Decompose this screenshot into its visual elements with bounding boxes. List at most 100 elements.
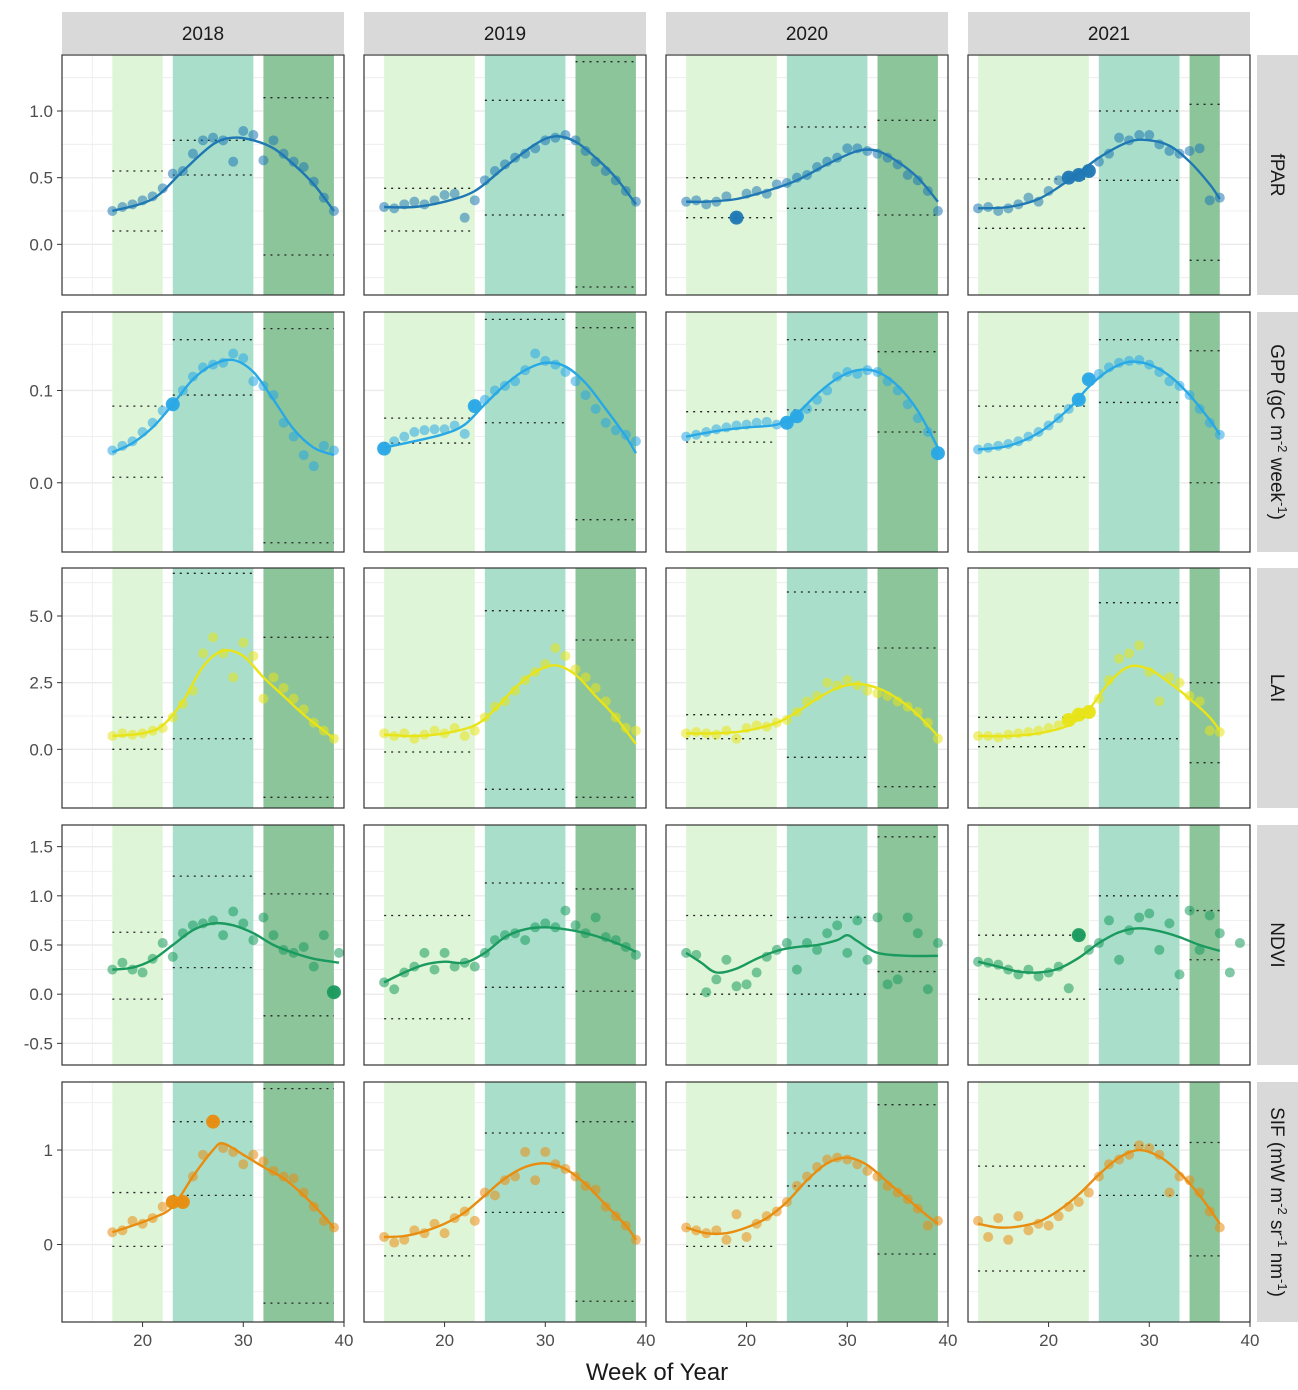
data-point: [328, 445, 339, 456]
panel-content: [62, 1082, 344, 1322]
panel-sif-2018: [61, 1081, 345, 1323]
trend-line: [686, 682, 939, 737]
data-point: [580, 1180, 591, 1191]
data-point: [862, 146, 873, 156]
panel-content: [666, 568, 948, 808]
data-point: [872, 688, 883, 699]
variable-strip-label-gpp: GPP (gC m-2 week-1): [1266, 344, 1291, 520]
year-strip-label-2019: 2019: [484, 24, 526, 45]
data-point: [228, 672, 239, 683]
y-tick-label: 0.1: [29, 381, 53, 400]
stage-band-2: [484, 568, 566, 808]
y-tick-label: 5.0: [29, 607, 53, 626]
data-point: [409, 196, 420, 207]
strip-label-part: -1: [1276, 502, 1291, 514]
panel-border: [61, 824, 345, 1066]
data-point: [530, 348, 541, 359]
data-point: [1234, 938, 1245, 949]
stage-band-1: [384, 825, 475, 1065]
data-point: [333, 947, 344, 958]
panel-gpp-2021: [967, 311, 1251, 553]
data-point: [1023, 1225, 1034, 1236]
x-tick-label: 20: [435, 1331, 454, 1350]
data-point: [1194, 1187, 1205, 1198]
data-point: [228, 906, 239, 917]
stage-band-1: [686, 312, 777, 552]
data-point: [1184, 146, 1195, 156]
data-point: [107, 1227, 118, 1238]
data-point: [993, 440, 1004, 451]
panel-border: [61, 311, 345, 553]
panel-fpar-2019: [363, 54, 647, 296]
data-point: [288, 693, 299, 704]
panel-border: [61, 567, 345, 809]
panel-fpar-2018: [61, 54, 345, 296]
data-point: [560, 905, 571, 916]
data-point: [912, 707, 923, 717]
panel-content: [666, 55, 948, 295]
panel-ndvi-2018: [61, 824, 345, 1066]
panel-border: [967, 54, 1251, 296]
data-point: [469, 725, 480, 736]
data-point: [429, 725, 440, 736]
data-point: [238, 1159, 249, 1170]
panel-lai-2018: [61, 567, 345, 809]
panel-ndvi-2020: [665, 824, 949, 1066]
data-point: [892, 974, 903, 985]
data-point: [520, 1146, 531, 1157]
stage-band-3: [877, 825, 938, 1065]
panel-content: [968, 1082, 1250, 1322]
panel-border: [363, 311, 647, 553]
panel-ndvi-2021: [967, 824, 1251, 1066]
data-point: [238, 918, 249, 929]
year-strip-label-2018: 2018: [182, 24, 224, 45]
data-point: [540, 1146, 551, 1157]
x-tick-label: 40: [335, 1331, 354, 1350]
trend-line: [112, 136, 335, 213]
x-tick-label: 40: [1241, 1331, 1260, 1350]
data-point: [983, 1231, 994, 1242]
stage-band-1: [686, 825, 777, 1065]
panel-border: [363, 54, 647, 296]
data-point: [1164, 1187, 1175, 1198]
data-point: [107, 206, 118, 216]
data-point: [459, 212, 470, 223]
data-point: [298, 162, 309, 172]
trend-line: [384, 135, 637, 209]
data-point: [389, 1237, 400, 1248]
x-tick-label: 40: [637, 1331, 656, 1350]
data-point: [912, 175, 923, 186]
data-point: [1114, 653, 1125, 664]
data-point: [439, 947, 450, 958]
trend-line: [383, 926, 637, 984]
data-point: [318, 930, 329, 941]
stage-band-1: [978, 825, 1089, 1065]
trend-line: [977, 360, 1221, 451]
data-point: [1184, 905, 1195, 916]
y-tick-label: 1.0: [29, 102, 53, 121]
stage-band-3: [1189, 55, 1220, 295]
data-point: [731, 733, 742, 744]
data-point: [1144, 908, 1155, 919]
stage-band-3: [575, 568, 636, 808]
data-point: [278, 148, 289, 159]
data-point: [892, 159, 903, 170]
trend-line: [112, 921, 340, 971]
trend-line: [978, 138, 1221, 210]
panel-border: [363, 1081, 647, 1323]
year-strip-2018: [62, 12, 344, 54]
panel-border: [665, 54, 949, 296]
stage-band-3: [263, 55, 334, 295]
data-point: [248, 376, 259, 387]
year-strip-2020: [666, 12, 948, 54]
panel-content: [666, 1082, 948, 1322]
panel-sif-2020: [665, 1081, 949, 1323]
trend-line: [685, 1156, 939, 1236]
data-point: [701, 987, 712, 998]
trend-line: [685, 934, 938, 974]
panel-gpp-2019: [363, 311, 647, 553]
panel-content: [364, 825, 646, 1065]
y-tick-label: 0.0: [29, 235, 53, 254]
stage-band-1: [384, 55, 475, 295]
panel-border: [967, 311, 1251, 553]
